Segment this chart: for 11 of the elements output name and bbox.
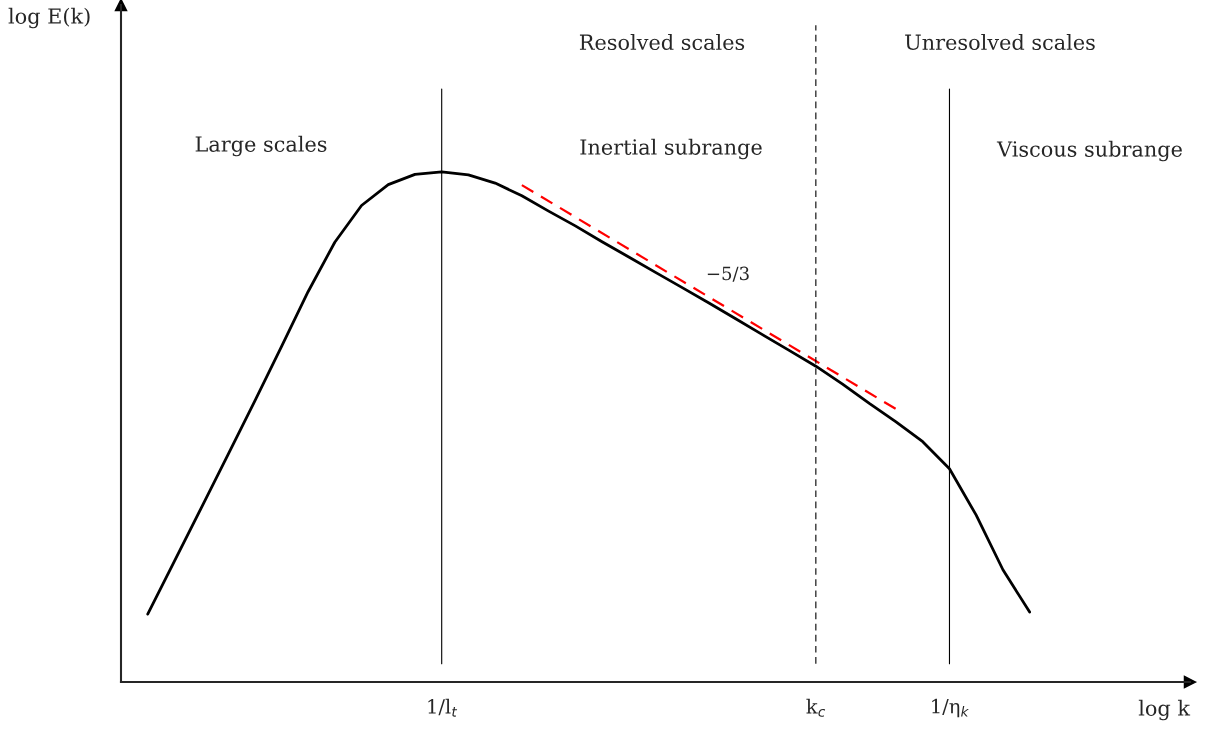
text: Large scales (195, 135, 327, 157)
x-tick-label: k$_{c}$ (806, 698, 826, 717)
text: log E(k) (8, 7, 90, 29)
x-tick-label: 1/η$_{k}$ (932, 698, 969, 718)
text: Inertial subrange (580, 138, 762, 160)
text: Viscous subrange (996, 140, 1182, 162)
x-axis-title: log k (1138, 699, 1191, 721)
x-tick-label: 1/l$_{t}$ (428, 698, 458, 717)
annotation: −5/3 (707, 266, 749, 282)
text: Resolved scales (579, 33, 745, 51)
text: Unresolved scales (905, 33, 1095, 51)
